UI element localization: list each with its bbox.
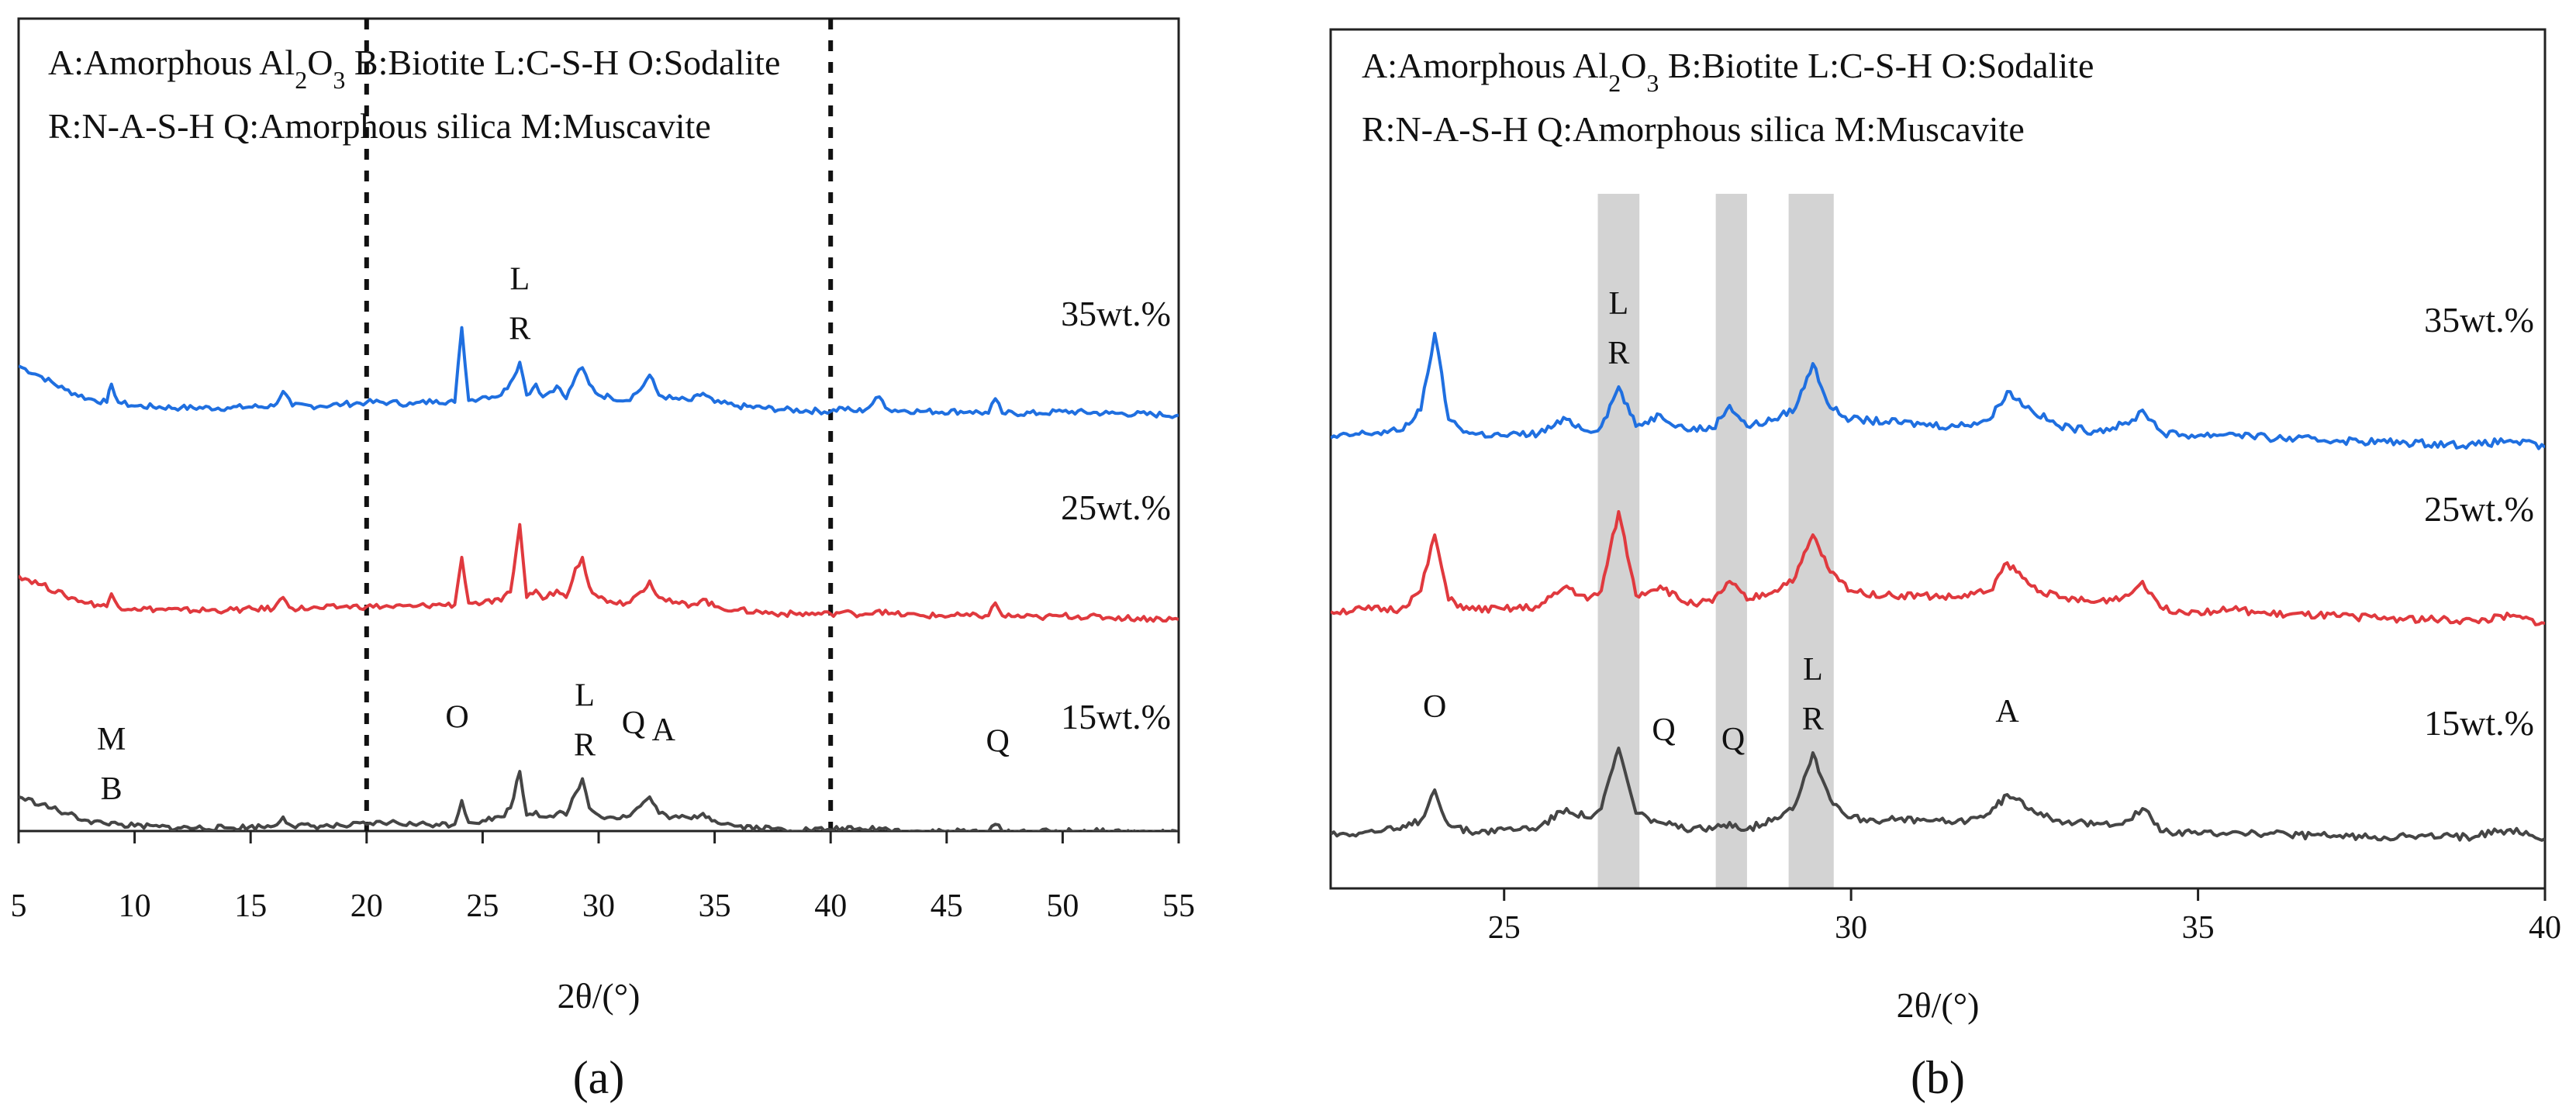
series-label-25wt: 25wt.% — [2424, 489, 2534, 529]
x-tick-label: 45 — [931, 888, 963, 924]
series-line-35wt — [1331, 332, 2545, 450]
x-tick-label: 35 — [699, 888, 731, 924]
x-tick-label: 5 — [11, 888, 27, 924]
panel-a-legend-line-2: R:N-A-S-H Q:Amorphous silica M:Muscavite — [48, 106, 711, 146]
peak-label-l: L — [1803, 652, 1823, 688]
panel-b-label: (b) — [1911, 1052, 1965, 1103]
x-tick-label: 30 — [582, 888, 615, 924]
peak-label-l: L — [575, 678, 595, 714]
peak-label-a: A — [652, 712, 676, 748]
x-tick-label: 25 — [1488, 910, 1521, 946]
panel-a-series-labels: 35wt.% 25wt.% 15wt.% — [1061, 294, 1171, 736]
peak-label-b: B — [101, 771, 123, 807]
x-tick-label: 35 — [2182, 910, 2215, 946]
panel-b-series-labels: 35wt.% 25wt.% 15wt.% — [2424, 300, 2534, 743]
series-label-25wt: 25wt.% — [1061, 488, 1171, 527]
peak-label-l: L — [1609, 286, 1629, 322]
peak-label-a: A — [1995, 694, 2019, 729]
series-line-15wt — [19, 770, 1179, 831]
panel-a-x-axis-label: 2θ/(°) — [558, 976, 641, 1016]
x-tick-label: 55 — [1162, 888, 1195, 924]
x-tick-label: 30 — [1835, 910, 1867, 946]
x-tick-label: 20 — [350, 888, 383, 924]
peak-label-l: L — [509, 261, 530, 297]
peak-label-r: R — [1607, 336, 1629, 371]
peak-label-o: O — [445, 700, 468, 736]
panel-a-legend-line-1: A:Amorphous Al2O3 B:Biotite L:C-S-H O:So… — [48, 43, 780, 94]
panel-b-shaded-bands — [1597, 194, 1834, 888]
panel-b-series-group — [1331, 332, 2545, 842]
panel-a-x-ticks: 5 10 15 20 25 30 35 40 45 50 55 — [11, 831, 1195, 924]
series-label-15wt: 15wt.% — [1061, 697, 1171, 736]
series-line-25wt — [1331, 510, 2545, 626]
series-line-35wt — [19, 326, 1179, 419]
shaded-band-1 — [1597, 194, 1640, 888]
x-tick-label: 40 — [2529, 910, 2561, 946]
shaded-band-2 — [1715, 194, 1747, 888]
series-line-15wt — [1331, 747, 2545, 842]
panel-a-dashed-lines — [364, 19, 834, 831]
peak-label-q: Q — [622, 705, 645, 741]
peak-label-r: R — [509, 311, 530, 347]
peak-label-q: Q — [1652, 712, 1675, 748]
panel-b-plot-frame — [1329, 28, 2547, 890]
x-tick-label: 50 — [1046, 888, 1079, 924]
panel-b-legend-line-1: A:Amorphous Al2O3 B:Biotite L:C-S-H O:So… — [1362, 46, 2094, 97]
panel-b-legend-line-2: R:N-A-S-H Q:Amorphous silica M:Muscavite — [1362, 109, 2025, 149]
series-line-25wt — [19, 523, 1179, 623]
peak-label-m: M — [97, 722, 126, 757]
peak-label-r: R — [1802, 702, 1824, 737]
panel-a-label: (a) — [573, 1052, 625, 1103]
peak-label-q: Q — [986, 723, 1009, 759]
peak-label-o: O — [1423, 689, 1446, 725]
series-label-35wt: 35wt.% — [2424, 300, 2534, 340]
panel-b-x-ticks: 25 30 35 40 — [1488, 888, 2561, 946]
peak-label-r: R — [574, 728, 596, 764]
x-tick-label: 10 — [119, 888, 151, 924]
x-tick-label: 40 — [814, 888, 847, 924]
x-tick-label: 25 — [466, 888, 499, 924]
x-tick-label: 15 — [234, 888, 267, 924]
series-label-15wt: 15wt.% — [2424, 703, 2534, 743]
panel-b-x-axis-label: 2θ/(°) — [1897, 985, 1980, 1025]
peak-label-q: Q — [1721, 722, 1745, 757]
panel-a-series-group — [19, 326, 1179, 831]
series-label-35wt: 35wt.% — [1061, 294, 1171, 333]
